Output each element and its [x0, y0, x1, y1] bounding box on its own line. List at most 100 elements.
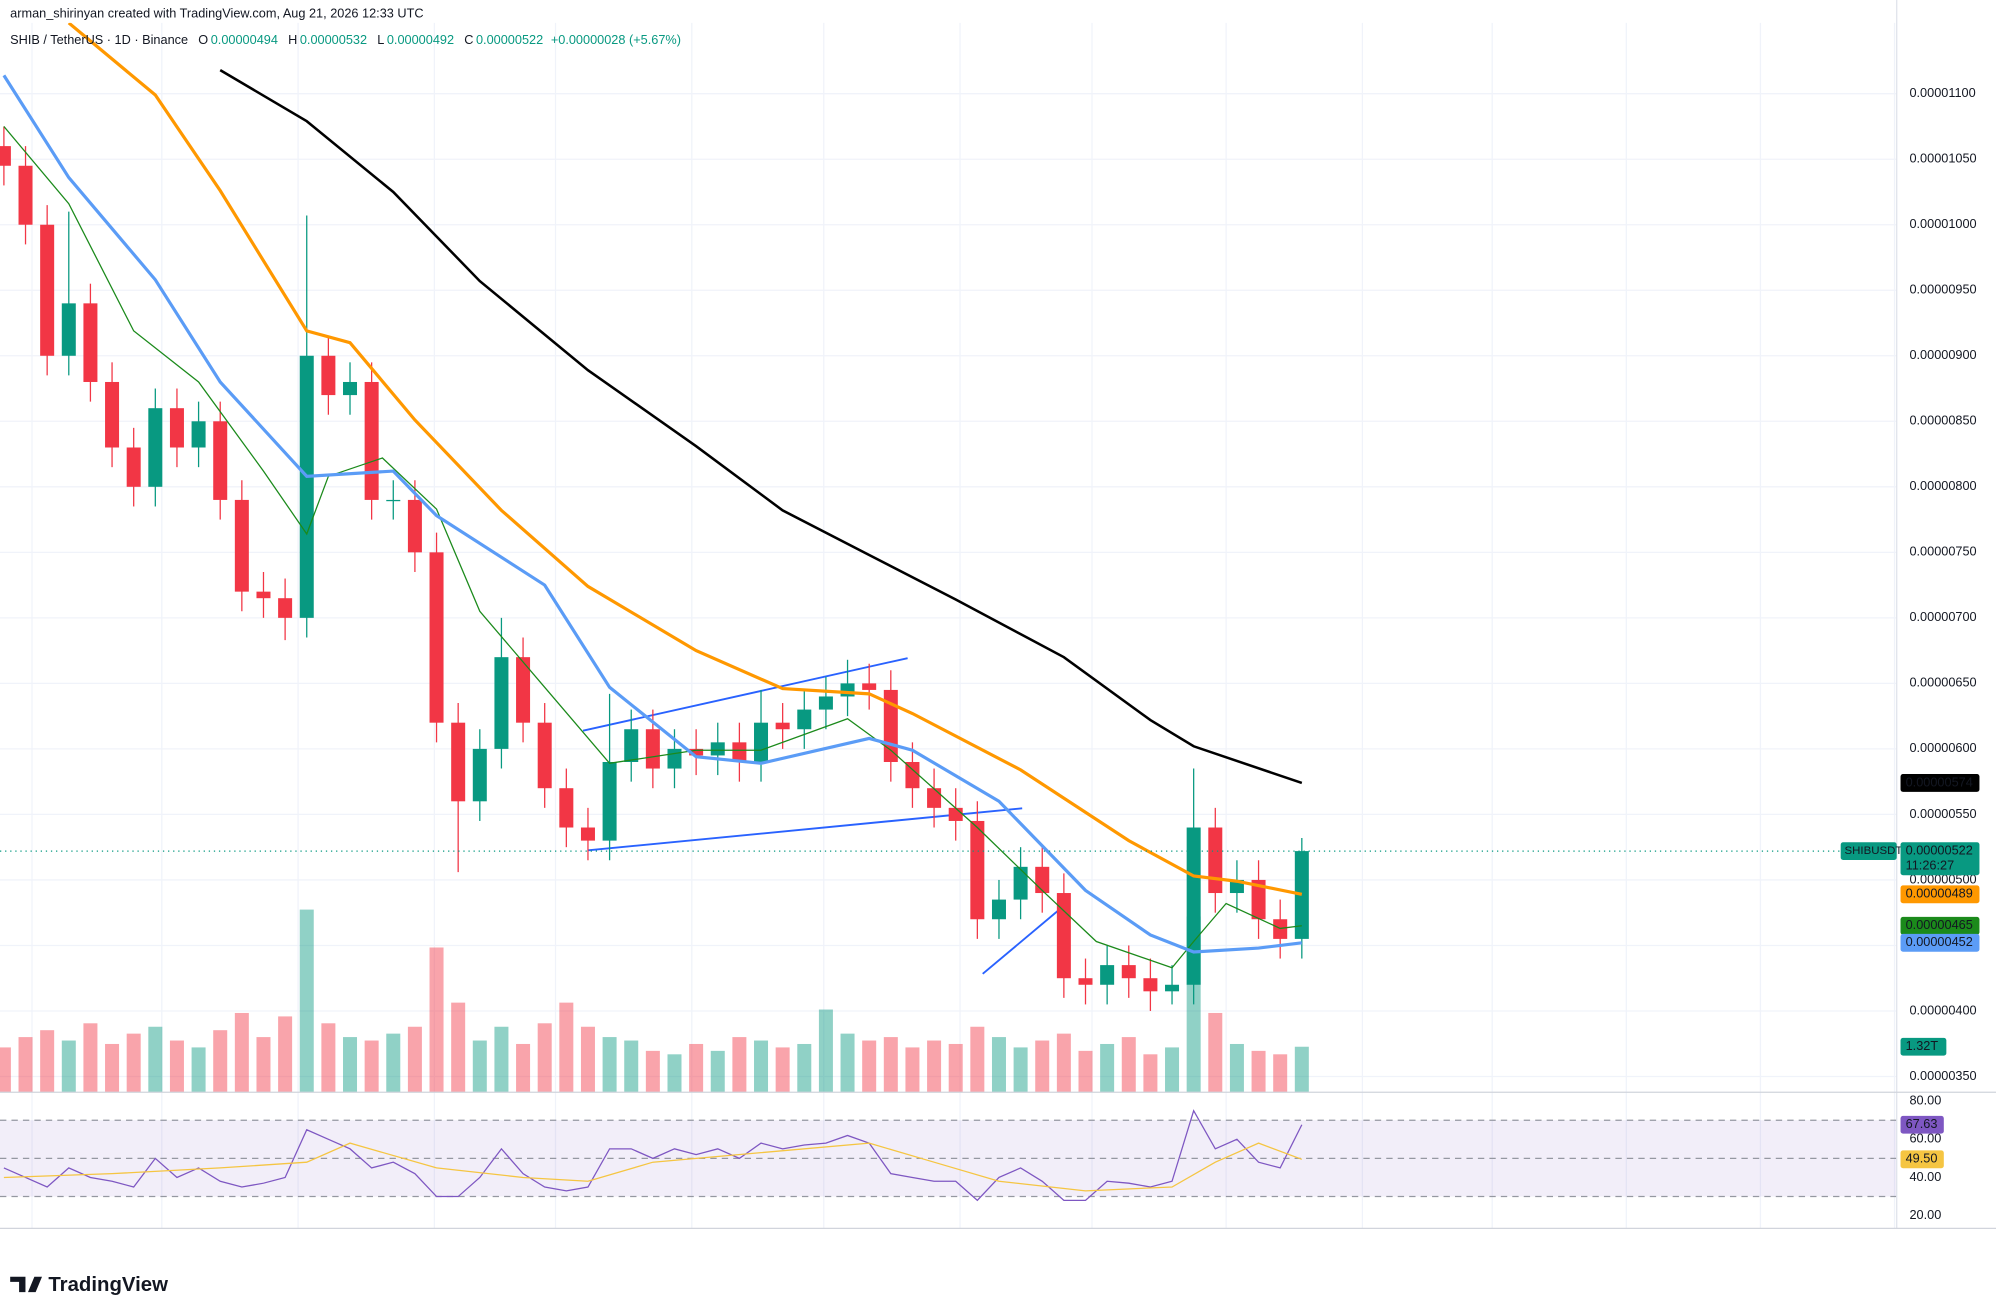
candle-body [645, 729, 660, 769]
x-tick-label: Jun [950, 1233, 971, 1248]
volume-bar [321, 1023, 336, 1093]
candle-body [775, 722, 790, 730]
candle-body [343, 381, 358, 396]
volume-bar [775, 1047, 790, 1093]
volume-bar [818, 1009, 833, 1093]
y-tick-label: 0.00000800 [1909, 478, 1976, 493]
x-tick-label: Aug [1215, 1233, 1238, 1248]
volume-bar [386, 1033, 401, 1093]
volume-bar [689, 1043, 704, 1093]
ohlc-key: H [288, 32, 297, 47]
volume-bar [1143, 1054, 1158, 1093]
x-tick-label: 2027 [1880, 1233, 1908, 1248]
rsi-tick-label: 20.00 [1909, 1207, 1941, 1222]
countdown: 11:26:27 [1906, 858, 1955, 873]
volume-bar [1121, 1037, 1136, 1093]
moving-average [219, 69, 1303, 785]
volume-bar [83, 1023, 98, 1093]
volume-bar [278, 1016, 293, 1093]
volume-bar [299, 909, 314, 1093]
volume-bar [797, 1043, 812, 1093]
volume-bar [905, 1047, 920, 1093]
candle-body [451, 722, 466, 802]
candle-body [948, 807, 963, 821]
volume-bar [580, 1026, 595, 1093]
symbol-tag-bg [1840, 842, 1897, 861]
volume-bar [883, 1037, 898, 1093]
rsi-label-bg [1900, 1115, 1944, 1134]
volume-bar [1208, 1012, 1223, 1093]
label-layer: 0.000003500.000004000.000004500.00000500… [1840, 85, 1980, 1222]
volume-bar [970, 1026, 985, 1093]
grid-layer [0, 22, 1897, 1229]
candle-body [105, 381, 120, 448]
volume-bar [1273, 1054, 1288, 1093]
volume-bar [1078, 1050, 1093, 1093]
symbol: SHIB / TetherUS · 1D · Binance [10, 32, 188, 47]
rsi-ma [3, 1142, 1303, 1192]
volume-label-bg [1900, 1037, 1947, 1056]
x-tick-label: 2026 [284, 1233, 312, 1248]
volume-bar [1294, 1046, 1309, 1093]
candle-body [1078, 978, 1093, 985]
candle-body [126, 447, 141, 487]
y-tick-label: 0.00001000 [1909, 216, 1976, 231]
volume-bar [1056, 1033, 1071, 1093]
candle-body [970, 820, 985, 920]
symbol-tag: SHIBUSDT [1845, 845, 1903, 857]
candle-body [40, 224, 55, 356]
x-tick-label: Feb [423, 1233, 445, 1248]
volume-bar [0, 1047, 11, 1093]
x-tick-label: May [812, 1233, 837, 1248]
volume-bar [1229, 1043, 1244, 1093]
candle-body [213, 421, 228, 500]
y-tick-label: 0.00001050 [1909, 151, 1976, 166]
x-tick-label: Nov [1615, 1233, 1638, 1248]
volume-bar [105, 1043, 120, 1093]
candle-body [516, 657, 531, 723]
ohlc-key: C [464, 32, 473, 47]
volume-bar [645, 1050, 660, 1093]
ohlc-value: 0.00000532 [300, 32, 367, 47]
credit: arman_shirinyan created with TradingView… [10, 5, 423, 20]
candle-body [1251, 879, 1266, 920]
x-tick-label: Nov [21, 1233, 44, 1248]
moving-average [3, 126, 1302, 969]
candle-body [494, 657, 509, 749]
ma-last-label: 0.00000452 [1906, 934, 1973, 949]
volume-bar [862, 1040, 877, 1093]
candle-body [148, 408, 163, 487]
ma-last-label: 0.00000465 [1906, 917, 1973, 932]
logo-text: TradingView [48, 1274, 168, 1296]
volume-bar [624, 1040, 639, 1093]
candle-body [689, 748, 704, 756]
plot-area: Nov Dec 2026 Feb Mar Apr May Jun Jul Aug Sep Oct Nov… [0, 22, 1908, 1248]
candle-body [429, 552, 444, 723]
volume-bar [234, 1012, 249, 1093]
ma-last-label-bg [1900, 774, 1980, 792]
volume-bar [1251, 1050, 1266, 1093]
rsi-tick-label: 40.00 [1909, 1169, 1941, 1184]
candle-body [1121, 965, 1136, 979]
candle-body [1273, 919, 1288, 939]
volume-bar [343, 1037, 358, 1093]
rsi-ma-label: 49.50 [1906, 1151, 1938, 1166]
candle-body [840, 683, 855, 697]
candle-body [1100, 965, 1115, 985]
volume-bar [732, 1037, 747, 1093]
volume-bar [516, 1043, 531, 1093]
volume-bar [710, 1050, 725, 1093]
last-price-label: 0.00000522 [1906, 842, 1973, 857]
ma-last-label-bg [1900, 933, 1980, 952]
rsi-band [0, 1120, 1897, 1197]
candle-body [1294, 851, 1309, 939]
candle-body [732, 742, 747, 762]
y-tick-label: 0.00000850 [1909, 413, 1976, 428]
y-tick-label: 0.00000700 [1909, 609, 1976, 624]
trend-line [582, 657, 908, 732]
volume-bar [754, 1040, 769, 1093]
volume-bar [602, 1037, 617, 1093]
x-tick-label: Apr [682, 1233, 703, 1248]
